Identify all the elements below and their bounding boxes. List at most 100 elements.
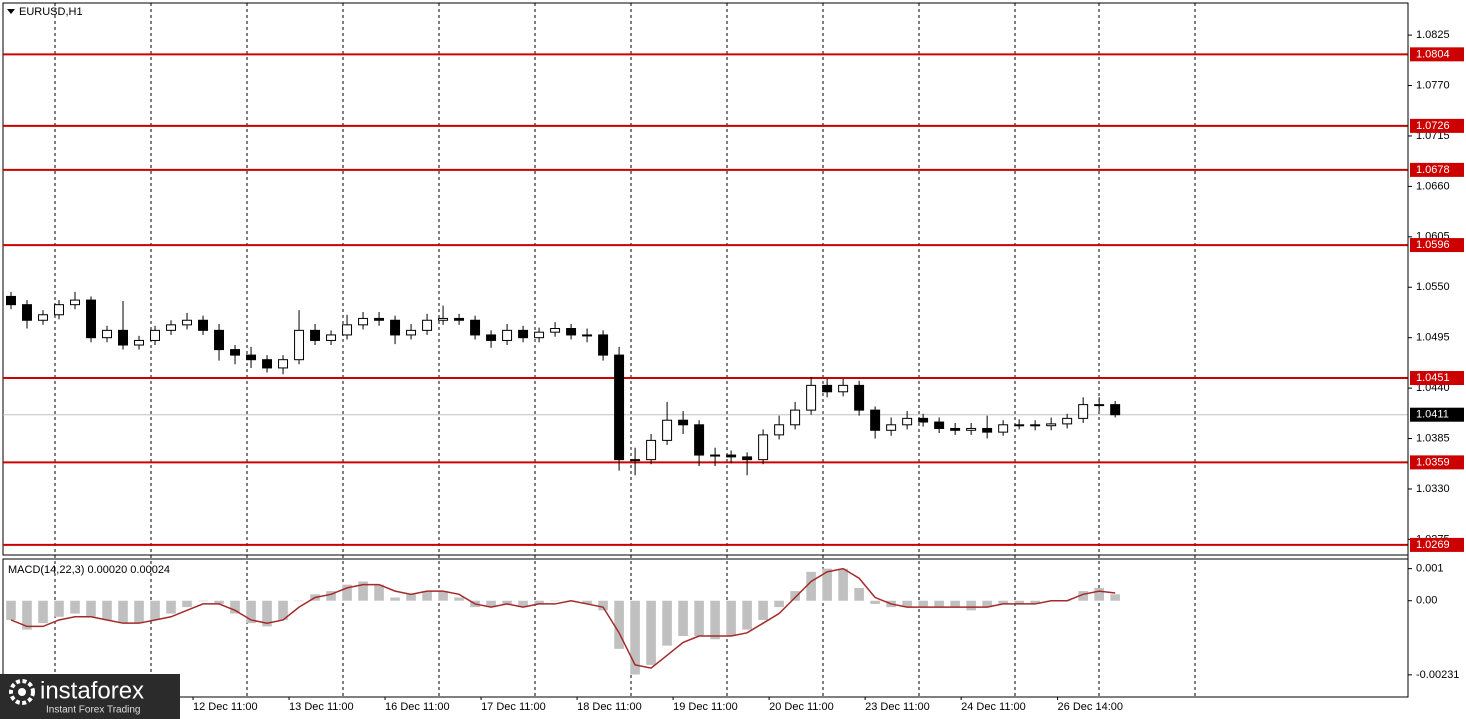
level-tag xyxy=(1410,162,1464,177)
candle-body xyxy=(790,409,801,426)
candle-body xyxy=(118,329,128,346)
chart-title: EURUSD,H1 xyxy=(19,6,83,18)
level-tag xyxy=(1410,537,1464,552)
candle-body xyxy=(22,304,32,321)
candle-body xyxy=(710,454,721,457)
macd-bar xyxy=(22,600,32,630)
macd-bar xyxy=(182,600,192,608)
macd-bar xyxy=(902,600,912,608)
macd-bar xyxy=(662,600,672,646)
candle-body xyxy=(214,329,225,351)
macd-bar xyxy=(982,600,992,608)
candle-body xyxy=(950,427,961,431)
candle-body xyxy=(678,419,689,426)
level-tag xyxy=(1410,118,1464,133)
macd-bar xyxy=(326,591,336,601)
candle-body xyxy=(534,331,545,339)
plot: 1.08251.07701.07151.06601.06051.05501.04… xyxy=(3,3,1464,713)
macd-bar xyxy=(358,581,368,601)
level-label: 1.0678 xyxy=(1416,164,1450,176)
candle-body xyxy=(662,419,673,441)
macd-bar xyxy=(934,600,944,608)
x-tick-label: 23 Dec 11:00 xyxy=(865,701,930,713)
candle-body xyxy=(262,359,273,369)
macd-bar xyxy=(998,600,1008,604)
y-tick-label: 1.0825 xyxy=(1416,29,1450,41)
candle-body xyxy=(6,295,16,306)
macd-bar xyxy=(758,600,768,620)
macd-bar xyxy=(534,600,544,604)
macd-bar xyxy=(454,597,464,601)
x-tick-label: 19 Dec 11:00 xyxy=(673,701,738,713)
macd-bar xyxy=(790,591,800,601)
macd-bar xyxy=(806,571,816,601)
candle-body xyxy=(502,329,513,341)
macd-bar xyxy=(598,600,608,611)
level-label: 1.0804 xyxy=(1416,48,1450,60)
candle-body xyxy=(390,319,401,336)
macd-bar xyxy=(918,600,928,608)
x-tick-label: 16 Dec 11:00 xyxy=(385,701,450,713)
macd-bar xyxy=(582,600,592,604)
macd-bar xyxy=(374,584,384,601)
candle-body xyxy=(198,319,209,331)
macd-bar xyxy=(230,600,240,614)
macd-bar xyxy=(422,591,432,601)
candle-body xyxy=(182,319,193,326)
macd-bar xyxy=(870,600,880,604)
candle-body xyxy=(758,434,769,461)
macd-bar xyxy=(86,600,96,617)
macd-bar xyxy=(838,568,848,601)
candle-body xyxy=(902,417,913,426)
candle-body xyxy=(726,454,737,458)
macd-bar xyxy=(742,600,752,630)
candle-body xyxy=(582,334,593,337)
macd-bar xyxy=(406,594,416,601)
macd-bar xyxy=(502,600,512,604)
candle-body xyxy=(566,328,577,336)
macd-bar xyxy=(214,600,224,604)
macd-bar xyxy=(38,600,48,624)
level-label: 1.0359 xyxy=(1416,456,1450,468)
candle-body xyxy=(70,299,80,306)
macd-bar xyxy=(1014,600,1024,604)
candle-body xyxy=(742,456,753,461)
macd-bar xyxy=(486,600,496,608)
macd-bar xyxy=(854,587,864,601)
macd-bar xyxy=(630,600,640,675)
candle-body xyxy=(230,349,241,356)
logo-gear xyxy=(9,679,35,705)
candle-body xyxy=(438,317,449,321)
y-tick-label: 1.0770 xyxy=(1416,79,1450,91)
macd-bar xyxy=(134,600,144,624)
macd-bar xyxy=(822,568,832,601)
macd-bar xyxy=(1094,587,1104,601)
candle-body xyxy=(1046,423,1057,427)
candle-body xyxy=(102,329,112,339)
y-tick-label: 1.0550 xyxy=(1416,281,1450,293)
candle-body xyxy=(982,427,993,433)
y-tick-label: 1.0385 xyxy=(1416,432,1450,444)
y-tick-label: 1.0330 xyxy=(1416,483,1450,495)
candle-body xyxy=(918,417,929,423)
macd-bar xyxy=(966,600,976,611)
signal-line xyxy=(10,567,1116,669)
y-tick-label: 1.0660 xyxy=(1416,180,1450,192)
candle-body xyxy=(646,439,657,461)
x-tick-label: 20 Dec 11:00 xyxy=(769,701,834,713)
macd-bar xyxy=(150,600,160,620)
macd-bar xyxy=(438,591,448,601)
candle-body xyxy=(934,421,945,429)
level-tag xyxy=(1410,47,1464,62)
macd-bar xyxy=(774,600,784,608)
macd-bar xyxy=(518,600,528,608)
candle-body xyxy=(550,328,561,333)
macd-bar xyxy=(390,597,400,601)
candle-body xyxy=(422,319,433,331)
y-tick-label: 0.00 xyxy=(1416,595,1437,607)
macd-bar xyxy=(646,600,656,665)
candle-body xyxy=(838,384,849,393)
candle-body xyxy=(1110,404,1121,416)
